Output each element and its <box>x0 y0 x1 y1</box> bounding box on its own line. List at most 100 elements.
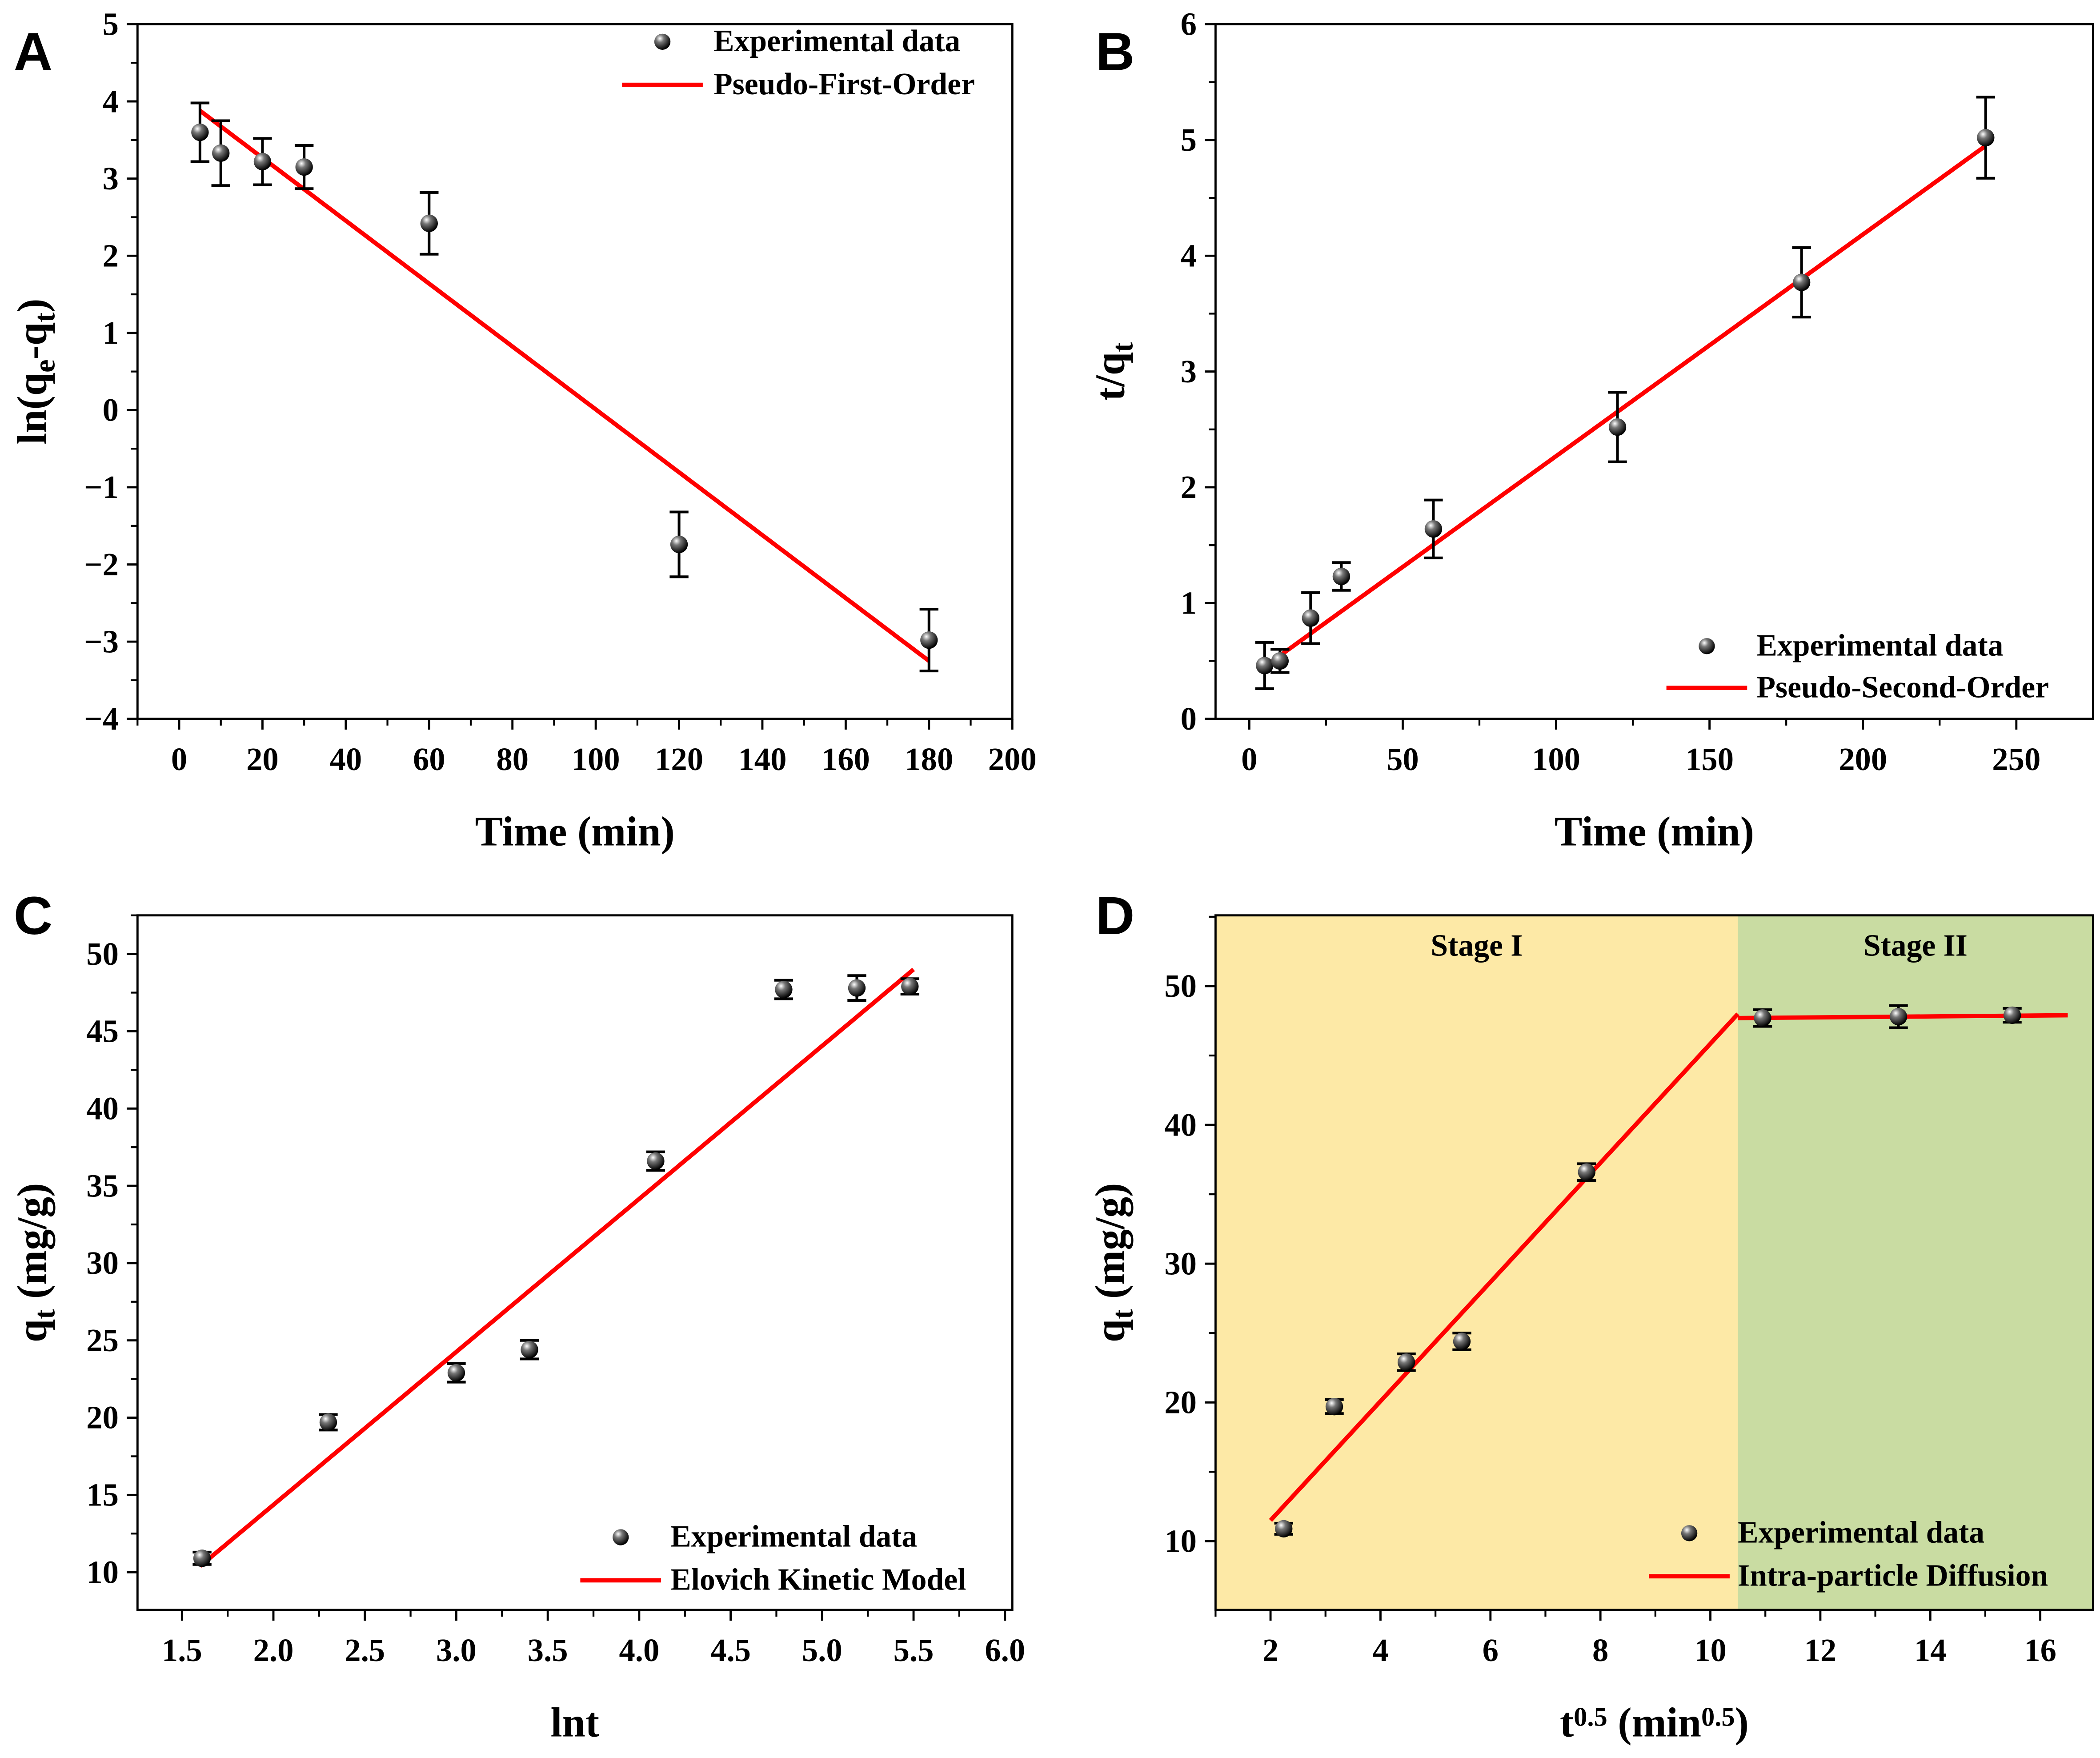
stage-label: Stage I <box>1431 929 1523 963</box>
label-part: q <box>9 1319 55 1342</box>
data-marker <box>670 535 688 554</box>
label-part: ) <box>1735 1700 1749 1746</box>
data-marker <box>1271 652 1289 670</box>
x-tick-label: 12 <box>1804 1632 1837 1668</box>
data-point <box>1301 591 1320 645</box>
x-tick-label: 4.5 <box>710 1632 751 1668</box>
y-tick-label: 5 <box>1181 122 1197 158</box>
x-tick-label: 100 <box>572 741 620 777</box>
data-point <box>190 101 210 163</box>
y-tick-label: 30 <box>1164 1245 1197 1281</box>
legend-label: Intra-particle Diffusion <box>1738 1558 2048 1593</box>
y-tick-label: 6 <box>1181 6 1197 42</box>
data-marker <box>848 979 866 997</box>
data-point <box>192 1549 212 1567</box>
data-marker <box>1325 1398 1343 1416</box>
y-tick-label: 2 <box>103 237 119 273</box>
fit-line <box>199 967 915 1568</box>
data-marker <box>1578 1163 1595 1181</box>
data-marker <box>1275 1520 1293 1538</box>
x-tick-label: 8 <box>1592 1632 1608 1668</box>
fit-line <box>1269 1012 1739 1522</box>
label-part: (mg/g) <box>1087 1183 1134 1309</box>
x-axis-label: lnt <box>551 1700 600 1746</box>
data-point <box>919 608 939 673</box>
y-tick-label: 50 <box>86 936 119 972</box>
legend: Experimental data Elovich Kinetic Model <box>580 1520 966 1597</box>
y-tick-label: 10 <box>86 1554 119 1590</box>
data-point <box>1332 561 1351 592</box>
y-tick-label: 40 <box>1164 1107 1197 1143</box>
x-tick-label: 1.5 <box>162 1632 202 1668</box>
y-axis-label: t/qt <box>1087 342 1139 401</box>
x-tick-label: 150 <box>1685 741 1734 777</box>
data-marker <box>420 214 438 233</box>
data-point <box>900 977 920 996</box>
data-marker <box>191 123 209 141</box>
data-point <box>669 510 689 578</box>
y-tick-label: 15 <box>86 1477 119 1513</box>
x-tick-label: 14 <box>1914 1632 1947 1668</box>
plot-frame <box>136 23 1014 720</box>
x-tick-label: 80 <box>496 741 529 777</box>
data-point <box>1889 1004 1908 1029</box>
label-part: 0.5 <box>1701 1702 1735 1732</box>
x-tick-label: 20 <box>246 741 279 777</box>
y-tick-label: 2 <box>1181 469 1197 505</box>
legend: Experimental data Intra-particle Diffusio… <box>1649 1516 2048 1593</box>
x-axis-label: Time (min) <box>1555 808 1754 855</box>
data-point <box>646 1150 665 1172</box>
label-part: t <box>1560 1700 1574 1746</box>
y-tick-label: 10 <box>1164 1523 1197 1559</box>
data-marker <box>295 158 313 176</box>
plot-frame <box>136 914 1014 1611</box>
label-part: t <box>1106 342 1139 352</box>
fit-line <box>198 109 930 663</box>
y-tick-label: 4 <box>103 83 119 119</box>
data-point <box>294 144 314 190</box>
data-marker <box>2003 1006 2021 1024</box>
legend-label: Experimental data <box>670 1520 917 1554</box>
legend-marker <box>613 1529 629 1545</box>
legend-label: Experimental data <box>713 24 960 58</box>
label-part: t <box>28 1309 61 1319</box>
fit-line <box>1263 144 1987 669</box>
data-marker <box>193 1549 211 1567</box>
x-axis-label: Time (min) <box>475 808 675 855</box>
x-tick-label: 3.5 <box>528 1632 568 1668</box>
data-marker <box>521 1341 538 1359</box>
label-part: t/q <box>1087 352 1134 401</box>
label-part: ) <box>9 299 55 313</box>
data-point <box>1274 1520 1293 1538</box>
panel-label: B <box>1096 21 1134 81</box>
x-tick-label: 0 <box>171 741 187 777</box>
label-part: (min <box>1607 1700 1701 1746</box>
data-marker <box>920 631 938 649</box>
x-tick-label: 5.5 <box>894 1632 934 1668</box>
data-marker <box>1397 1353 1415 1371</box>
data-marker <box>447 1364 465 1382</box>
stage-region <box>1215 915 1738 1610</box>
data-point <box>847 974 866 1002</box>
legend: Experimental data Pseudo-Second-Order <box>1666 628 2049 704</box>
legend-label: Pseudo-Second-Order <box>1756 670 2049 704</box>
legend-marker <box>1699 638 1715 654</box>
label-part: t <box>28 313 61 322</box>
data-point <box>420 191 439 256</box>
y-tick-label: 5 <box>103 6 119 42</box>
data-point <box>1452 1332 1471 1351</box>
label-part: (mg/g) <box>9 1183 55 1309</box>
data-point <box>319 1413 338 1432</box>
data-point <box>774 979 794 1000</box>
x-tick-label: 2.0 <box>253 1632 294 1668</box>
x-tick-label: 60 <box>413 741 445 777</box>
y-tick-label: 30 <box>86 1245 119 1281</box>
data-marker <box>647 1152 665 1170</box>
plot-frame <box>1214 23 2094 720</box>
x-tick-label: 3.0 <box>436 1632 477 1668</box>
stage-region <box>1738 915 2093 1610</box>
data-point <box>2003 1006 2022 1024</box>
data-point <box>253 137 272 186</box>
y-tick-label: 25 <box>86 1322 119 1358</box>
